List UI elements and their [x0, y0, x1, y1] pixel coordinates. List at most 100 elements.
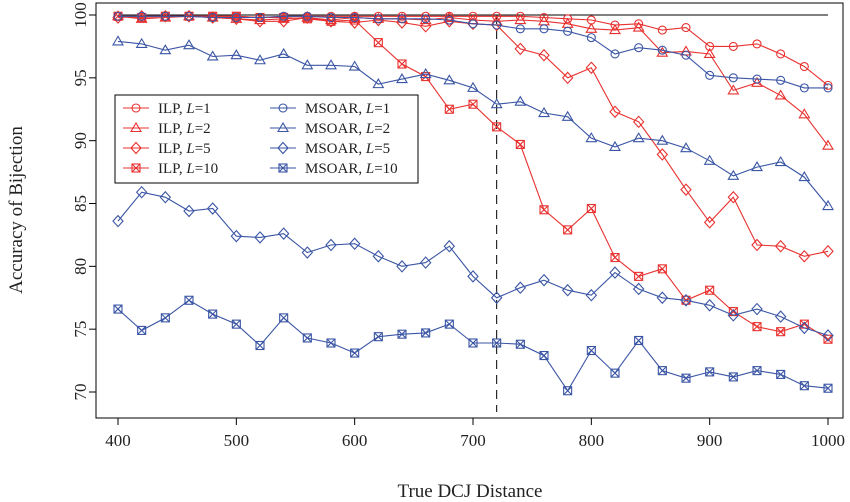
series-ilp-l5-point	[538, 48, 550, 62]
legend-item-msoar-l5-var: L	[365, 141, 374, 157]
series-msoar-l10-point	[373, 332, 383, 342]
legend-item-msoar-l1-method: MSOAR,	[305, 101, 366, 117]
series-msoar-l10-point-box	[563, 386, 573, 396]
legend-item-msoar-l10-marker	[278, 163, 288, 173]
series-ilp-l10-point-box	[634, 271, 644, 281]
series-msoar-l10-point	[657, 366, 667, 376]
series-msoar-l5-point	[183, 204, 195, 218]
series-msoar-l5-point	[325, 238, 337, 252]
legend-item-msoar-l2-method: MSOAR,	[305, 121, 366, 137]
series-msoar-l1-point	[302, 11, 312, 21]
series-ilp-l2-point	[798, 108, 811, 119]
series-ilp-l10-point-box	[492, 122, 502, 132]
series-msoar-l5-point	[751, 302, 763, 316]
series-ilp-l10-point-cross	[823, 334, 833, 344]
x-tick-label: 700	[460, 431, 486, 450]
series-msoar-l2-point	[490, 98, 503, 109]
series-msoar-l10-point-cross	[657, 366, 667, 376]
legend-item-ilp-l10-var: L	[185, 161, 194, 177]
series-msoar-l2-point	[419, 67, 432, 79]
legend-item-msoar-l10-eq: =10	[374, 161, 397, 177]
series-msoar-l10-point-cross	[373, 332, 383, 342]
series-msoar-l5-line	[117, 191, 829, 336]
series-ilp-l10-point-cross	[586, 204, 596, 213]
legend-item-msoar-l10-marker-box	[278, 163, 288, 173]
series-msoar-l10-point-cross	[279, 313, 289, 323]
legend-item-ilp-l5-method: ILP,	[158, 141, 186, 157]
series-msoar-l1-line	[118, 15, 828, 89]
series-msoar-l1-point	[752, 74, 762, 84]
series-ilp-l5-point	[822, 244, 834, 258]
series-msoar-l5-point	[372, 249, 385, 263]
legend-item-ilp-l10: ILP, L=10	[123, 161, 218, 177]
legend-item-msoar-l1-var: L	[365, 101, 374, 117]
series-msoar-l10-point-cross	[563, 386, 573, 396]
series-ilp-l10-point-box	[397, 59, 407, 69]
series-msoar-l10-point-box	[208, 309, 218, 319]
series-ilp-l10-point-box	[657, 264, 667, 274]
series-msoar-l5-point	[443, 239, 456, 253]
series-ilp-l10-point-box	[539, 205, 549, 215]
series-msoar-l5-point	[467, 270, 479, 283]
series-msoar-l10-point-box	[255, 340, 265, 351]
series-msoar-l10-point-box	[373, 332, 383, 342]
series-ilp-l5-point	[514, 42, 527, 56]
series-msoar-l2-point	[443, 74, 456, 85]
series-msoar-l2-point	[135, 37, 148, 48]
legend-item-ilp-l10-marker-box	[131, 163, 141, 173]
series-msoar-l10-point	[208, 309, 218, 319]
series-ilp-l10-point-box	[586, 203, 596, 214]
series-msoar-l10-point-cross	[255, 341, 265, 350]
series-msoar-l5-point	[514, 281, 527, 295]
series-ilp-l10-point-cross	[657, 264, 667, 274]
series-msoar-l2-point	[159, 44, 172, 55]
series-ilp-l10-point-cross	[776, 327, 786, 337]
y-tick-label: 85	[71, 195, 90, 212]
series-msoar-l1-point	[137, 11, 147, 21]
series-msoar-l2-point	[254, 54, 266, 65]
y-tick-label: 100	[71, 2, 90, 28]
series-ilp-l1-point	[657, 25, 667, 35]
series-msoar-l10-point	[137, 325, 147, 335]
series-msoar-l10-point	[302, 333, 312, 343]
series-msoar-l10-point	[515, 339, 525, 349]
series-msoar-l10-point-cross	[468, 338, 478, 348]
x-axis: 400 500 600 700 800 900 1000	[105, 417, 845, 450]
series-msoar-l5-point	[703, 298, 716, 312]
series-ilp-l2-point	[585, 22, 598, 33]
series-ilp-l5-point	[680, 183, 692, 196]
series-msoar-l10-point-cross	[326, 338, 336, 348]
x-tick-label: 600	[342, 431, 368, 450]
y-tick-label: 95	[71, 69, 90, 86]
series-msoar-l10-point-cross	[752, 366, 762, 376]
legend-item-ilp-l10-marker	[131, 163, 141, 173]
legend-item-msoar-l1-label: MSOAR, L=1	[305, 101, 390, 117]
series-msoar-l10-point-cross	[610, 368, 620, 378]
series-msoar-l10-point	[350, 348, 360, 358]
series-msoar-l2-point	[112, 35, 124, 46]
series-msoar-l5-point	[135, 185, 148, 199]
series-msoar-l10-point	[184, 295, 194, 305]
series-msoar-l5-point	[419, 256, 432, 269]
series-ilp-l10-point-box	[752, 322, 762, 332]
series-msoar-l2-point	[632, 132, 645, 143]
series-ilp-l10-point	[468, 99, 478, 109]
series-ilp-l10-point-cross	[468, 99, 478, 109]
series-msoar-l10-point-box	[326, 338, 336, 348]
series-msoar-l10-point-cross	[350, 348, 360, 358]
series-msoar-l10-point-cross	[302, 333, 312, 343]
series-ilp-l10-point-cross	[610, 253, 620, 262]
legend-item-msoar-l1-marker	[278, 103, 288, 113]
series-msoar-l10-point	[421, 328, 431, 338]
legend-item-msoar-l2-marker	[277, 121, 289, 133]
legend-item-ilp-l10-eq: =10	[195, 161, 218, 177]
legend-item-ilp-l1-method: ILP,	[158, 101, 186, 117]
series-msoar-l5-point	[632, 282, 645, 296]
series-msoar-l10-point	[255, 340, 265, 351]
series-msoar-l10-point-cross	[184, 295, 194, 305]
series-msoar-l10-line	[117, 299, 829, 392]
series-msoar-l10-point-cross	[208, 309, 218, 319]
series-msoar-l2	[112, 35, 834, 211]
series-ilp-l10-point	[634, 271, 644, 281]
